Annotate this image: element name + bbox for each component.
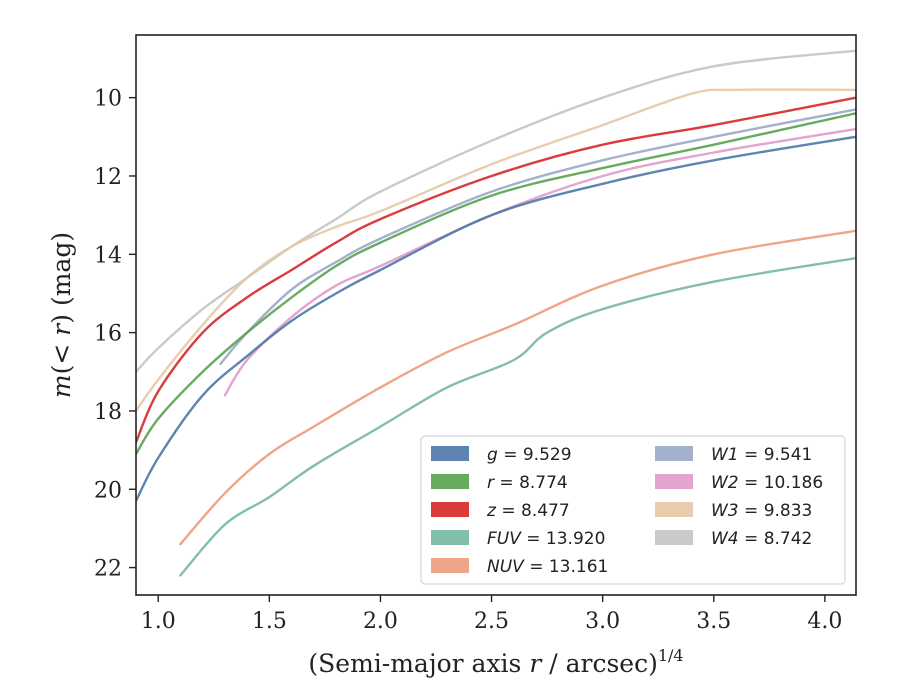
series-line-w4: [136, 49, 856, 373]
legend-swatch-r: [431, 474, 469, 489]
y-tick-label: 20: [94, 478, 122, 503]
legend-label-g: g = 9.529: [487, 445, 572, 465]
x-tick-label: 2.0: [363, 609, 398, 634]
y-tick-label: 10: [94, 87, 122, 112]
legend-frame: [420, 435, 846, 585]
legend-swatch-fuv: [431, 530, 469, 545]
y-tick-label: 16: [94, 322, 122, 347]
legend-swatch-w3: [655, 502, 693, 517]
x-tick-label: 3.0: [585, 609, 620, 634]
legend-swatch-w1: [655, 446, 693, 461]
x-axis-ticks: 1.0 1.5 2.0 2.5 3.0 3.5 4.0: [141, 595, 842, 634]
legend-label-r: r = 8.774: [487, 473, 568, 493]
legend-label-fuv: FUV = 13.920: [487, 529, 605, 549]
series-line-fuv: [179, 257, 856, 577]
legend-swatch-z: [431, 502, 469, 517]
y-tick-label: 12: [94, 165, 122, 190]
legend-label-w3: W3 = 9.833: [711, 501, 812, 521]
plot-frame: [135, 34, 857, 596]
x-tick-label: 4.0: [807, 609, 842, 634]
series-line-r: [136, 112, 856, 456]
y-axis-label: m(< r) (mag): [47, 232, 76, 398]
series-line-w3: [136, 88, 856, 413]
legend-label-w2: W2 = 10.186: [711, 473, 823, 493]
legend-swatch-g: [431, 446, 469, 461]
legend-label-nuv: NUV = 13.161: [487, 557, 608, 577]
x-tick-label: 1.0: [141, 609, 176, 634]
y-axis-ticks: 10 12 14 16 18 20 22: [94, 87, 136, 582]
series-line-z: [136, 96, 856, 444]
legend-label-w1: W1 = 9.541: [711, 445, 812, 465]
x-tick-label: 3.5: [696, 609, 731, 634]
series-line-g: [136, 135, 856, 503]
legend-swatch-w4: [655, 530, 693, 545]
y-tick-label: 18: [94, 400, 122, 425]
x-tick-label: 1.5: [252, 609, 287, 634]
legend: g = 9.529 r = 8.774 z = 8.477 FUV = 13.920 N…: [420, 435, 846, 585]
legend-swatch-w2: [655, 474, 693, 489]
legend-label-z: z = 8.477: [486, 501, 570, 521]
legend-swatch-nuv: [431, 558, 469, 573]
legend-items: g = 9.529 r = 8.774 z = 8.477 FUV = 13.920 N…: [431, 445, 823, 577]
y-tick-label: 14: [94, 243, 122, 268]
series-line-w1: [219, 108, 856, 366]
x-axis-label: (Semi-major axis r / arcsec)1/4: [308, 646, 683, 678]
series-line-nuv: [179, 229, 856, 546]
x-tick-label: 2.5: [474, 609, 509, 634]
series-layer: [136, 49, 856, 577]
legend-label-w4: W4 = 8.742: [711, 529, 812, 549]
y-tick-label: 22: [94, 557, 122, 582]
